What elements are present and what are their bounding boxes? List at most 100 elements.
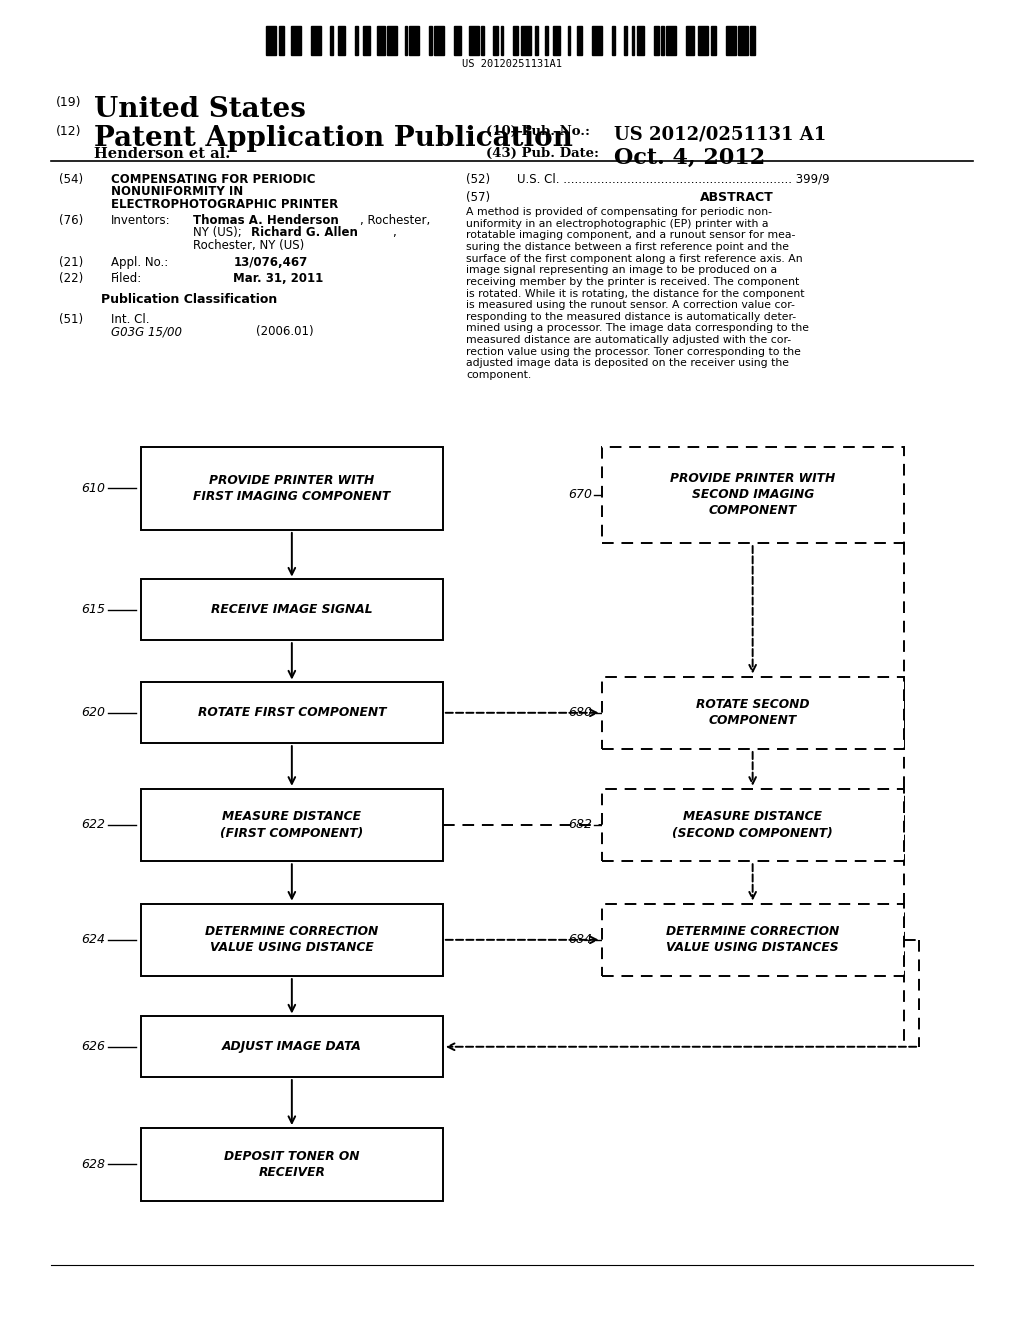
Bar <box>602 446 904 544</box>
Bar <box>686 26 693 55</box>
Text: rection value using the processor. Toner corresponding to the: rection value using the processor. Toner… <box>466 347 801 356</box>
Bar <box>266 26 276 55</box>
Text: COMPENSATING FOR PERIODIC: COMPENSATING FOR PERIODIC <box>111 173 315 186</box>
Text: 622: 622 <box>82 818 105 832</box>
Bar <box>140 904 442 977</box>
Bar <box>662 26 664 55</box>
Text: ROTATE FIRST COMPONENT: ROTATE FIRST COMPONENT <box>198 706 386 719</box>
Text: (21): (21) <box>59 256 84 269</box>
Text: (43) Pub. Date:: (43) Pub. Date: <box>486 147 599 160</box>
Text: 628: 628 <box>82 1158 105 1171</box>
Text: Henderson et al.: Henderson et al. <box>94 147 230 161</box>
Text: 684: 684 <box>568 933 592 946</box>
Text: Thomas A. Henderson: Thomas A. Henderson <box>193 214 338 227</box>
Bar <box>602 676 904 750</box>
Text: MEASURE DISTANCE
(SECOND COMPONENT): MEASURE DISTANCE (SECOND COMPONENT) <box>673 810 833 840</box>
Text: (54): (54) <box>59 173 84 186</box>
Text: ELECTROPHOTOGRAPHIC PRINTER: ELECTROPHOTOGRAPHIC PRINTER <box>111 198 338 211</box>
Text: uniformity in an electrophotographic (EP) printer with a: uniformity in an electrophotographic (EP… <box>466 219 768 228</box>
Text: image signal representing an image to be produced on a: image signal representing an image to be… <box>466 265 777 276</box>
Text: Int. Cl.: Int. Cl. <box>111 313 150 326</box>
Bar <box>592 26 602 55</box>
Bar <box>362 26 370 55</box>
Bar <box>310 26 321 55</box>
Text: (19): (19) <box>56 96 82 110</box>
Bar <box>331 26 333 55</box>
Bar <box>140 446 442 529</box>
Bar <box>711 26 716 55</box>
Text: PROVIDE PRINTER WITH
SECOND IMAGING
COMPONENT: PROVIDE PRINTER WITH SECOND IMAGING COMP… <box>670 473 836 517</box>
Text: ADJUST IMAGE DATA: ADJUST IMAGE DATA <box>222 1040 361 1053</box>
Text: (57): (57) <box>466 191 490 205</box>
Bar <box>469 26 478 55</box>
Text: ,: , <box>392 226 396 239</box>
Bar <box>536 26 538 55</box>
Bar <box>513 26 518 55</box>
Text: 615: 615 <box>82 603 105 616</box>
Text: Rochester, NY (US): Rochester, NY (US) <box>193 239 304 252</box>
Bar <box>520 26 530 55</box>
Bar <box>387 26 397 55</box>
Bar <box>751 26 756 55</box>
Bar <box>612 26 614 55</box>
Bar <box>378 26 385 55</box>
Bar <box>632 26 634 55</box>
Bar <box>355 26 357 55</box>
Text: DETERMINE CORRECTION
VALUE USING DISTANCE: DETERMINE CORRECTION VALUE USING DISTANC… <box>205 925 379 954</box>
Text: Patent Application Publication: Patent Application Publication <box>94 125 573 152</box>
Bar <box>501 26 504 55</box>
Bar <box>410 26 420 55</box>
Bar <box>140 789 442 862</box>
Bar <box>140 1127 442 1201</box>
Text: Publication Classification: Publication Classification <box>101 293 278 306</box>
Text: MEASURE DISTANCE
(FIRST COMPONENT): MEASURE DISTANCE (FIRST COMPONENT) <box>220 810 364 840</box>
Text: 620: 620 <box>82 706 105 719</box>
Text: 610: 610 <box>82 482 105 495</box>
Text: (10) Pub. No.:: (10) Pub. No.: <box>486 125 591 139</box>
Bar <box>140 579 442 640</box>
Bar <box>546 26 548 55</box>
Text: U.S. Cl. ............................................................. 399/9: U.S. Cl. ...............................… <box>517 173 829 186</box>
Text: mined using a processor. The image data corresponding to the: mined using a processor. The image data … <box>466 323 809 334</box>
Text: 13/076,467: 13/076,467 <box>233 256 308 269</box>
Text: is rotated. While it is rotating, the distance for the component: is rotated. While it is rotating, the di… <box>466 289 805 298</box>
Text: Mar. 31, 2011: Mar. 31, 2011 <box>233 272 324 285</box>
Bar <box>602 904 904 977</box>
Bar <box>667 26 676 55</box>
Text: receiving member by the printer is received. The component: receiving member by the printer is recei… <box>466 277 799 286</box>
Text: G03G 15/00: G03G 15/00 <box>111 325 181 338</box>
Text: (2006.01): (2006.01) <box>256 325 313 338</box>
Text: DEPOSIT TONER ON
RECEIVER: DEPOSIT TONER ON RECEIVER <box>224 1150 359 1179</box>
Bar <box>481 26 483 55</box>
Text: (52): (52) <box>466 173 490 186</box>
Text: ROTATE SECOND
COMPONENT: ROTATE SECOND COMPONENT <box>696 698 809 727</box>
Text: component.: component. <box>466 370 531 380</box>
Bar <box>553 26 560 55</box>
Bar <box>434 26 444 55</box>
Text: PROVIDE PRINTER WITH
FIRST IMAGING COMPONENT: PROVIDE PRINTER WITH FIRST IMAGING COMPO… <box>194 474 390 503</box>
Bar <box>279 26 284 55</box>
Text: NONUNIFORMITY IN: NONUNIFORMITY IN <box>111 186 243 198</box>
Text: US 20120251131A1: US 20120251131A1 <box>462 59 562 70</box>
Bar <box>494 26 499 55</box>
Text: (22): (22) <box>59 272 84 285</box>
Text: adjusted image data is deposited on the receiver using the: adjusted image data is deposited on the … <box>466 358 788 368</box>
Bar <box>140 682 442 743</box>
Bar <box>637 26 644 55</box>
Text: Inventors:: Inventors: <box>111 214 170 227</box>
Text: US 2012/0251131 A1: US 2012/0251131 A1 <box>614 125 826 144</box>
Text: Filed:: Filed: <box>111 272 142 285</box>
Text: Appl. No.:: Appl. No.: <box>111 256 168 269</box>
Text: Richard G. Allen: Richard G. Allen <box>251 226 357 239</box>
Text: (76): (76) <box>59 214 84 227</box>
Text: DETERMINE CORRECTION
VALUE USING DISTANCES: DETERMINE CORRECTION VALUE USING DISTANC… <box>666 925 840 954</box>
Text: NY (US);: NY (US); <box>193 226 245 239</box>
Text: rotatable imaging component, and a runout sensor for mea-: rotatable imaging component, and a runou… <box>466 231 796 240</box>
Bar <box>338 26 345 55</box>
Bar <box>140 1016 442 1077</box>
Bar <box>454 26 462 55</box>
Text: surface of the first component along a first reference axis. An: surface of the first component along a f… <box>466 253 803 264</box>
Bar <box>567 26 570 55</box>
Text: measured distance are automatically adjusted with the cor-: measured distance are automatically adju… <box>466 335 792 345</box>
Bar <box>738 26 748 55</box>
